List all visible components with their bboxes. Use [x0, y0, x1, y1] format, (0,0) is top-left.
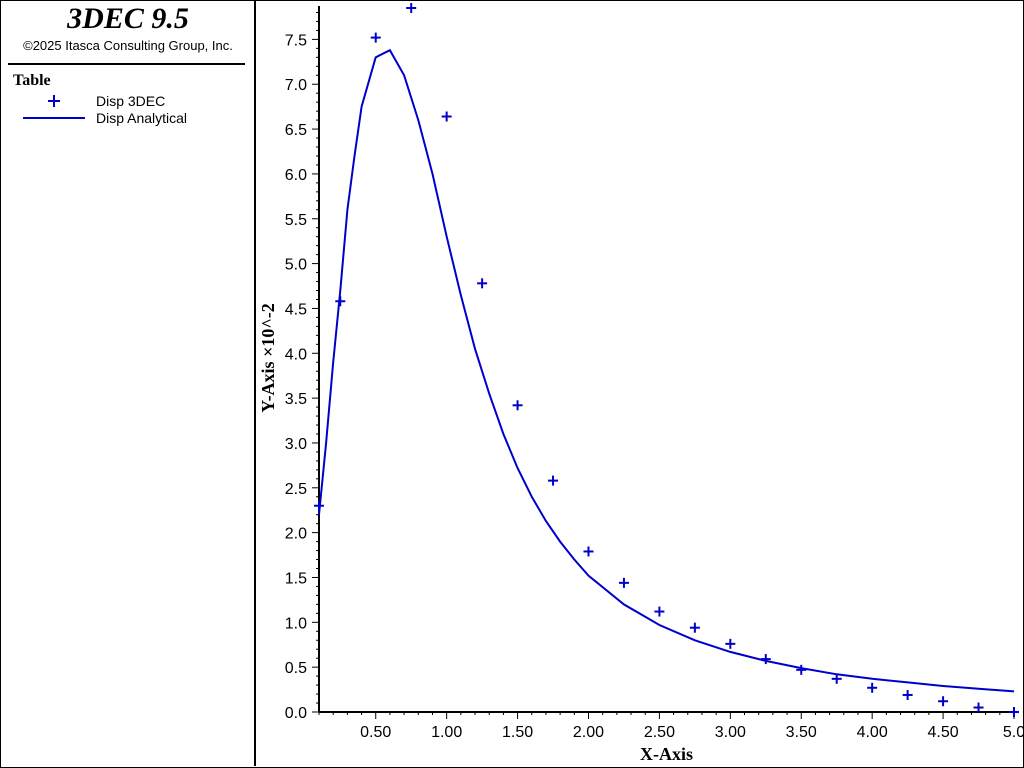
x-tick-label: 2.50 — [644, 724, 675, 741]
legend-label-disp-3dec: Disp 3DEC — [96, 93, 166, 109]
legend-panel: 3DEC 9.5 ©2025 Itasca Consulting Group, … — [0, 0, 256, 766]
x-tick-label: 4.00 — [857, 724, 888, 741]
y-tick-label: 5.0 — [285, 257, 307, 274]
axes — [318, 6, 1016, 713]
y-tick-label: 0.5 — [285, 660, 307, 677]
series-layer — [314, 3, 1019, 717]
legend-label-disp-analytical: Disp Analytical — [96, 110, 188, 126]
data-point-3dec — [938, 696, 949, 707]
data-point-3dec — [796, 664, 807, 675]
data-point-3dec — [583, 546, 594, 557]
x-tick-label: 3.00 — [715, 724, 746, 741]
y-tick-label: 2.5 — [285, 481, 307, 498]
analytical-curve — [318, 48, 1015, 693]
legend-entry-disp-3dec: Disp 3DEC — [0, 93, 256, 109]
x-axis-title: X-Axis — [640, 744, 693, 764]
y-tick-label: 1.0 — [285, 615, 307, 632]
y-axis-title: Y-Axis ×10^-2 — [258, 303, 278, 413]
data-point-3dec — [654, 606, 665, 617]
tick-marks: 0.0 0.5 1.0 1.5 2.0 2.5 3.0 3.5 4.0 4.5 5.0 5.5 6.0 6… — [285, 11, 1024, 741]
y-tick-label: 0.0 — [285, 705, 307, 722]
data-point-3dec — [548, 475, 559, 486]
data-point-3dec — [477, 278, 488, 289]
data-point-3dec — [973, 702, 984, 713]
y-tick-label: 2.0 — [285, 526, 307, 543]
data-point-3dec — [867, 682, 878, 693]
x-tick-label: 1.50 — [502, 724, 533, 741]
y-tick-label: 1.5 — [285, 570, 307, 587]
legend-heading: Table — [13, 72, 51, 89]
data-point-3dec — [512, 400, 523, 411]
y-tick-label: 4.0 — [285, 346, 307, 363]
y-tick-label: 6.0 — [285, 167, 307, 184]
y-tick-label: 4.5 — [285, 301, 307, 318]
title-divider — [8, 63, 245, 65]
data-point-3dec — [441, 111, 452, 122]
copyright-text: ©2025 Itasca Consulting Group, Inc. — [23, 38, 233, 53]
x-tick-label: 2.00 — [573, 724, 604, 741]
data-point-3dec — [618, 577, 629, 588]
data-point-3dec — [406, 3, 417, 13]
data-point-3dec — [725, 638, 736, 649]
x-tick-label: 1.00 — [431, 724, 462, 741]
y-tick-label: 3.5 — [285, 391, 307, 408]
data-point-3dec — [689, 622, 700, 633]
data-point-3dec — [831, 673, 842, 684]
x-tick-label: 3.50 — [786, 724, 817, 741]
y-tick-label: 7.5 — [285, 32, 307, 49]
y-tick-label: 6.5 — [285, 122, 307, 139]
app-title: 3DEC 9.5 — [67, 2, 189, 35]
y-tick-label: 3.0 — [285, 436, 307, 453]
y-tick-label: 7.0 — [285, 77, 307, 94]
y-tick-label: 5.5 — [285, 212, 307, 229]
legend-entry-disp-analytical: Disp Analytical — [0, 110, 256, 126]
line-marker-icon — [23, 117, 85, 119]
data-point-3dec — [902, 689, 913, 700]
x-tick-label: 5.0 — [1003, 724, 1024, 741]
data-point-3dec — [370, 32, 381, 43]
x-tick-label: 0.50 — [360, 724, 391, 741]
data-point-3dec — [1009, 707, 1019, 717]
plus-marker-icon — [48, 95, 60, 107]
x-tick-label: 4.50 — [928, 724, 959, 741]
